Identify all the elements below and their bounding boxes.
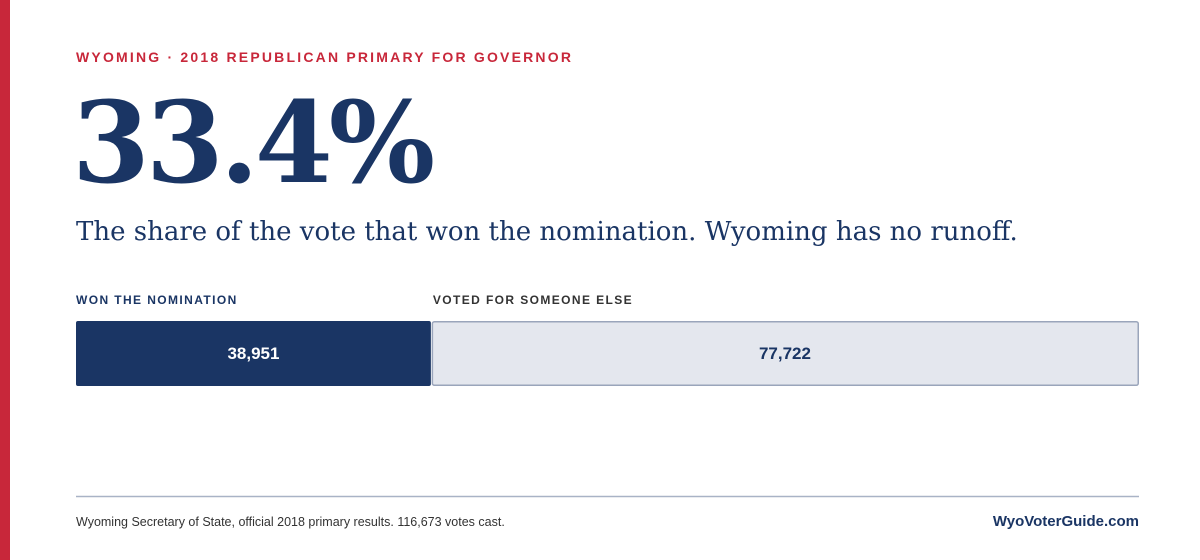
value-label: 77,722 (759, 344, 811, 363)
split-bar: WON THE NOMINATION 38,951 VOTED FOR SOMEON… (76, 293, 1139, 386)
legend-label: WON THE NOMINATION (76, 293, 238, 307)
value-label: 38,951 (227, 344, 279, 363)
brand: WyoVoterGuide.com (993, 513, 1139, 530)
headline: 33.4% (72, 78, 433, 209)
subtitle: The share of the vote that won the nomin… (76, 217, 1018, 247)
bar-segment (431, 321, 1139, 386)
bar-segment (76, 321, 431, 386)
eyebrow: WYOMING · 2018 REPUBLICAN PRIMARY FOR GO… (76, 49, 573, 65)
accent-stripe (0, 0, 10, 560)
legend-label: VOTED FOR SOMEONE ELSE (433, 293, 633, 307)
source: Wyoming Secretary of State, official 201… (76, 515, 505, 529)
